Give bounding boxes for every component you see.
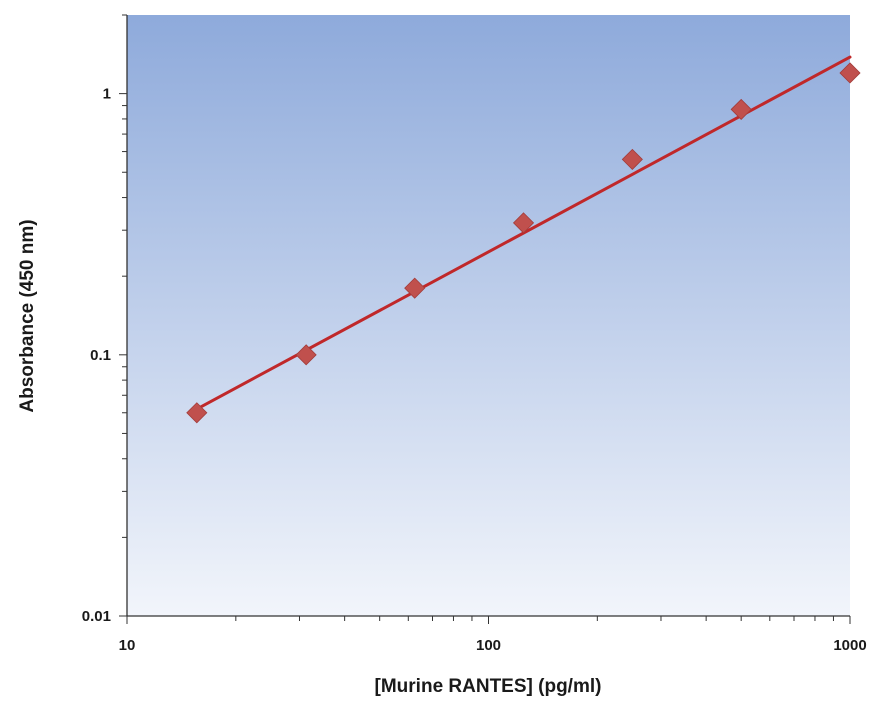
data-point [404,277,426,299]
y-tick-label: 1 [103,86,111,103]
data-point [839,62,861,84]
axes [119,14,851,624]
data-point [186,402,208,424]
x-tick-label: 1000 [833,637,866,654]
data-point [621,148,643,170]
data-point [512,212,535,234]
tick-labels: 10 100 1000 0.01 0.1 1 [82,86,867,654]
y-axis-title: Absorbance (450 nm) [17,219,38,412]
data-point [730,98,752,120]
y-tick-label: 0.01 [82,608,111,625]
x-tick-label: 100 [476,637,501,654]
data-points [186,62,861,424]
x-tick-label: 10 [119,637,136,654]
data-point [295,344,317,366]
y-tick-label: 0.1 [90,347,111,364]
plot-area [127,15,850,616]
x-axis-title: [Murine RANTES] (pg/ml) [375,676,602,697]
